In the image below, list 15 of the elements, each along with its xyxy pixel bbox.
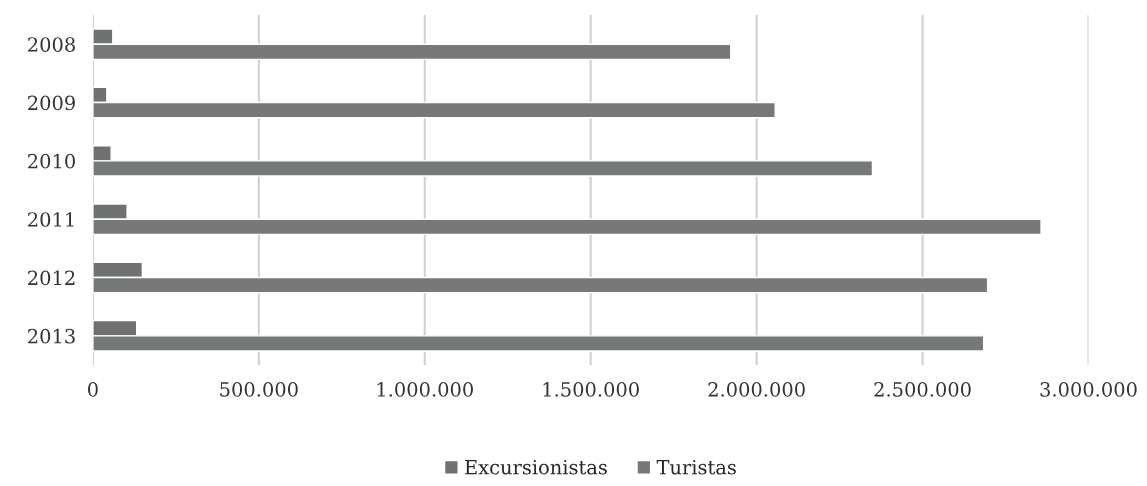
x-tick-label: 2.000.000: [708, 382, 805, 397]
y-tick-label: 2013: [28, 328, 75, 344]
y-tick-label: 2009: [28, 95, 75, 111]
legend-label: Turistas: [656, 459, 736, 475]
x-tick-label: 1.500.000: [543, 382, 639, 397]
y-tick-label: 2011: [28, 212, 74, 227]
x-tick-label: 500.000: [220, 382, 298, 397]
y-tick-label: 2008: [28, 37, 75, 52]
x-tick-label: 2.500.000: [874, 382, 971, 397]
y-tick-label: 2010: [28, 153, 75, 169]
y-tick-label: 2012: [28, 270, 75, 286]
legend-label: Excursionistas: [465, 459, 607, 475]
x-tick-label: 0: [88, 382, 98, 397]
x-tick-label: 1.000.000: [377, 382, 473, 397]
x-tick-label: 3.000.000: [1040, 382, 1137, 397]
